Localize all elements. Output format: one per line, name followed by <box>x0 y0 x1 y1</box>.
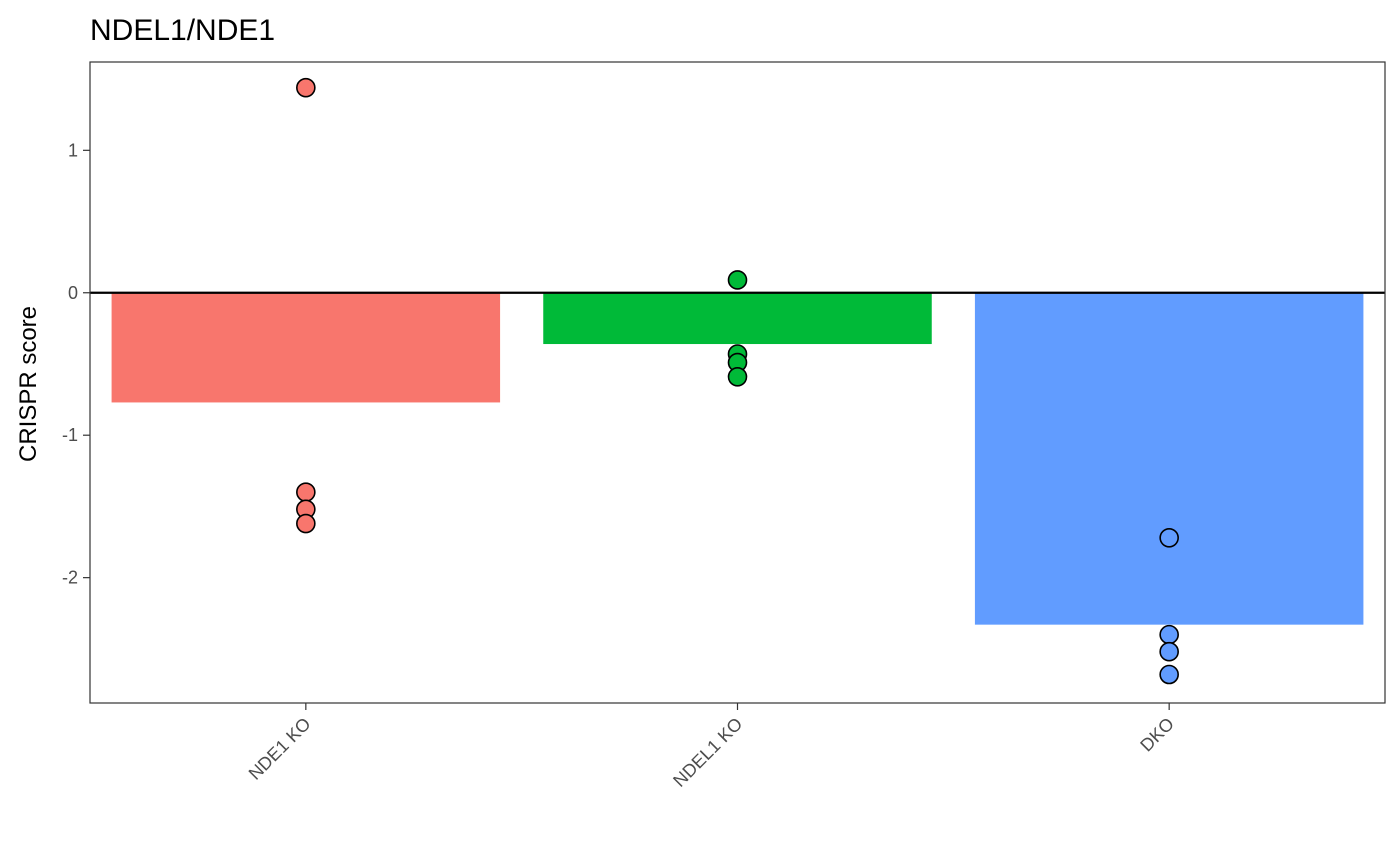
data-point <box>1159 527 1179 548</box>
points-group <box>296 77 1179 685</box>
x-axis: NDE1 KO NDEL1 KO DKO <box>245 703 1178 791</box>
y-tick-label: 1 <box>68 140 78 160</box>
y-tick-label: 0 <box>68 283 78 303</box>
bars-group <box>111 292 1364 625</box>
x-tick-label: DKO <box>1136 714 1178 756</box>
y-axis: 1 0 -1 -2 <box>62 140 90 588</box>
data-point <box>727 270 748 290</box>
data-point <box>1159 624 1179 645</box>
y-tick-label: -2 <box>62 568 78 588</box>
y-axis-label: CRISPR score <box>15 306 42 462</box>
data-point <box>296 513 316 534</box>
chart-title: NDEL1/NDE1 <box>90 14 275 47</box>
data-point <box>1159 664 1179 685</box>
data-point <box>727 367 748 387</box>
bar <box>543 292 932 345</box>
data-point <box>296 77 316 98</box>
y-tick-label: -1 <box>62 425 78 445</box>
x-tick-label: NDE1 KO <box>245 714 315 784</box>
bar <box>974 292 1364 625</box>
x-tick-label: NDEL1 KO <box>669 714 746 791</box>
data-point <box>1159 641 1179 662</box>
bar <box>111 292 501 403</box>
data-point <box>296 482 316 502</box>
